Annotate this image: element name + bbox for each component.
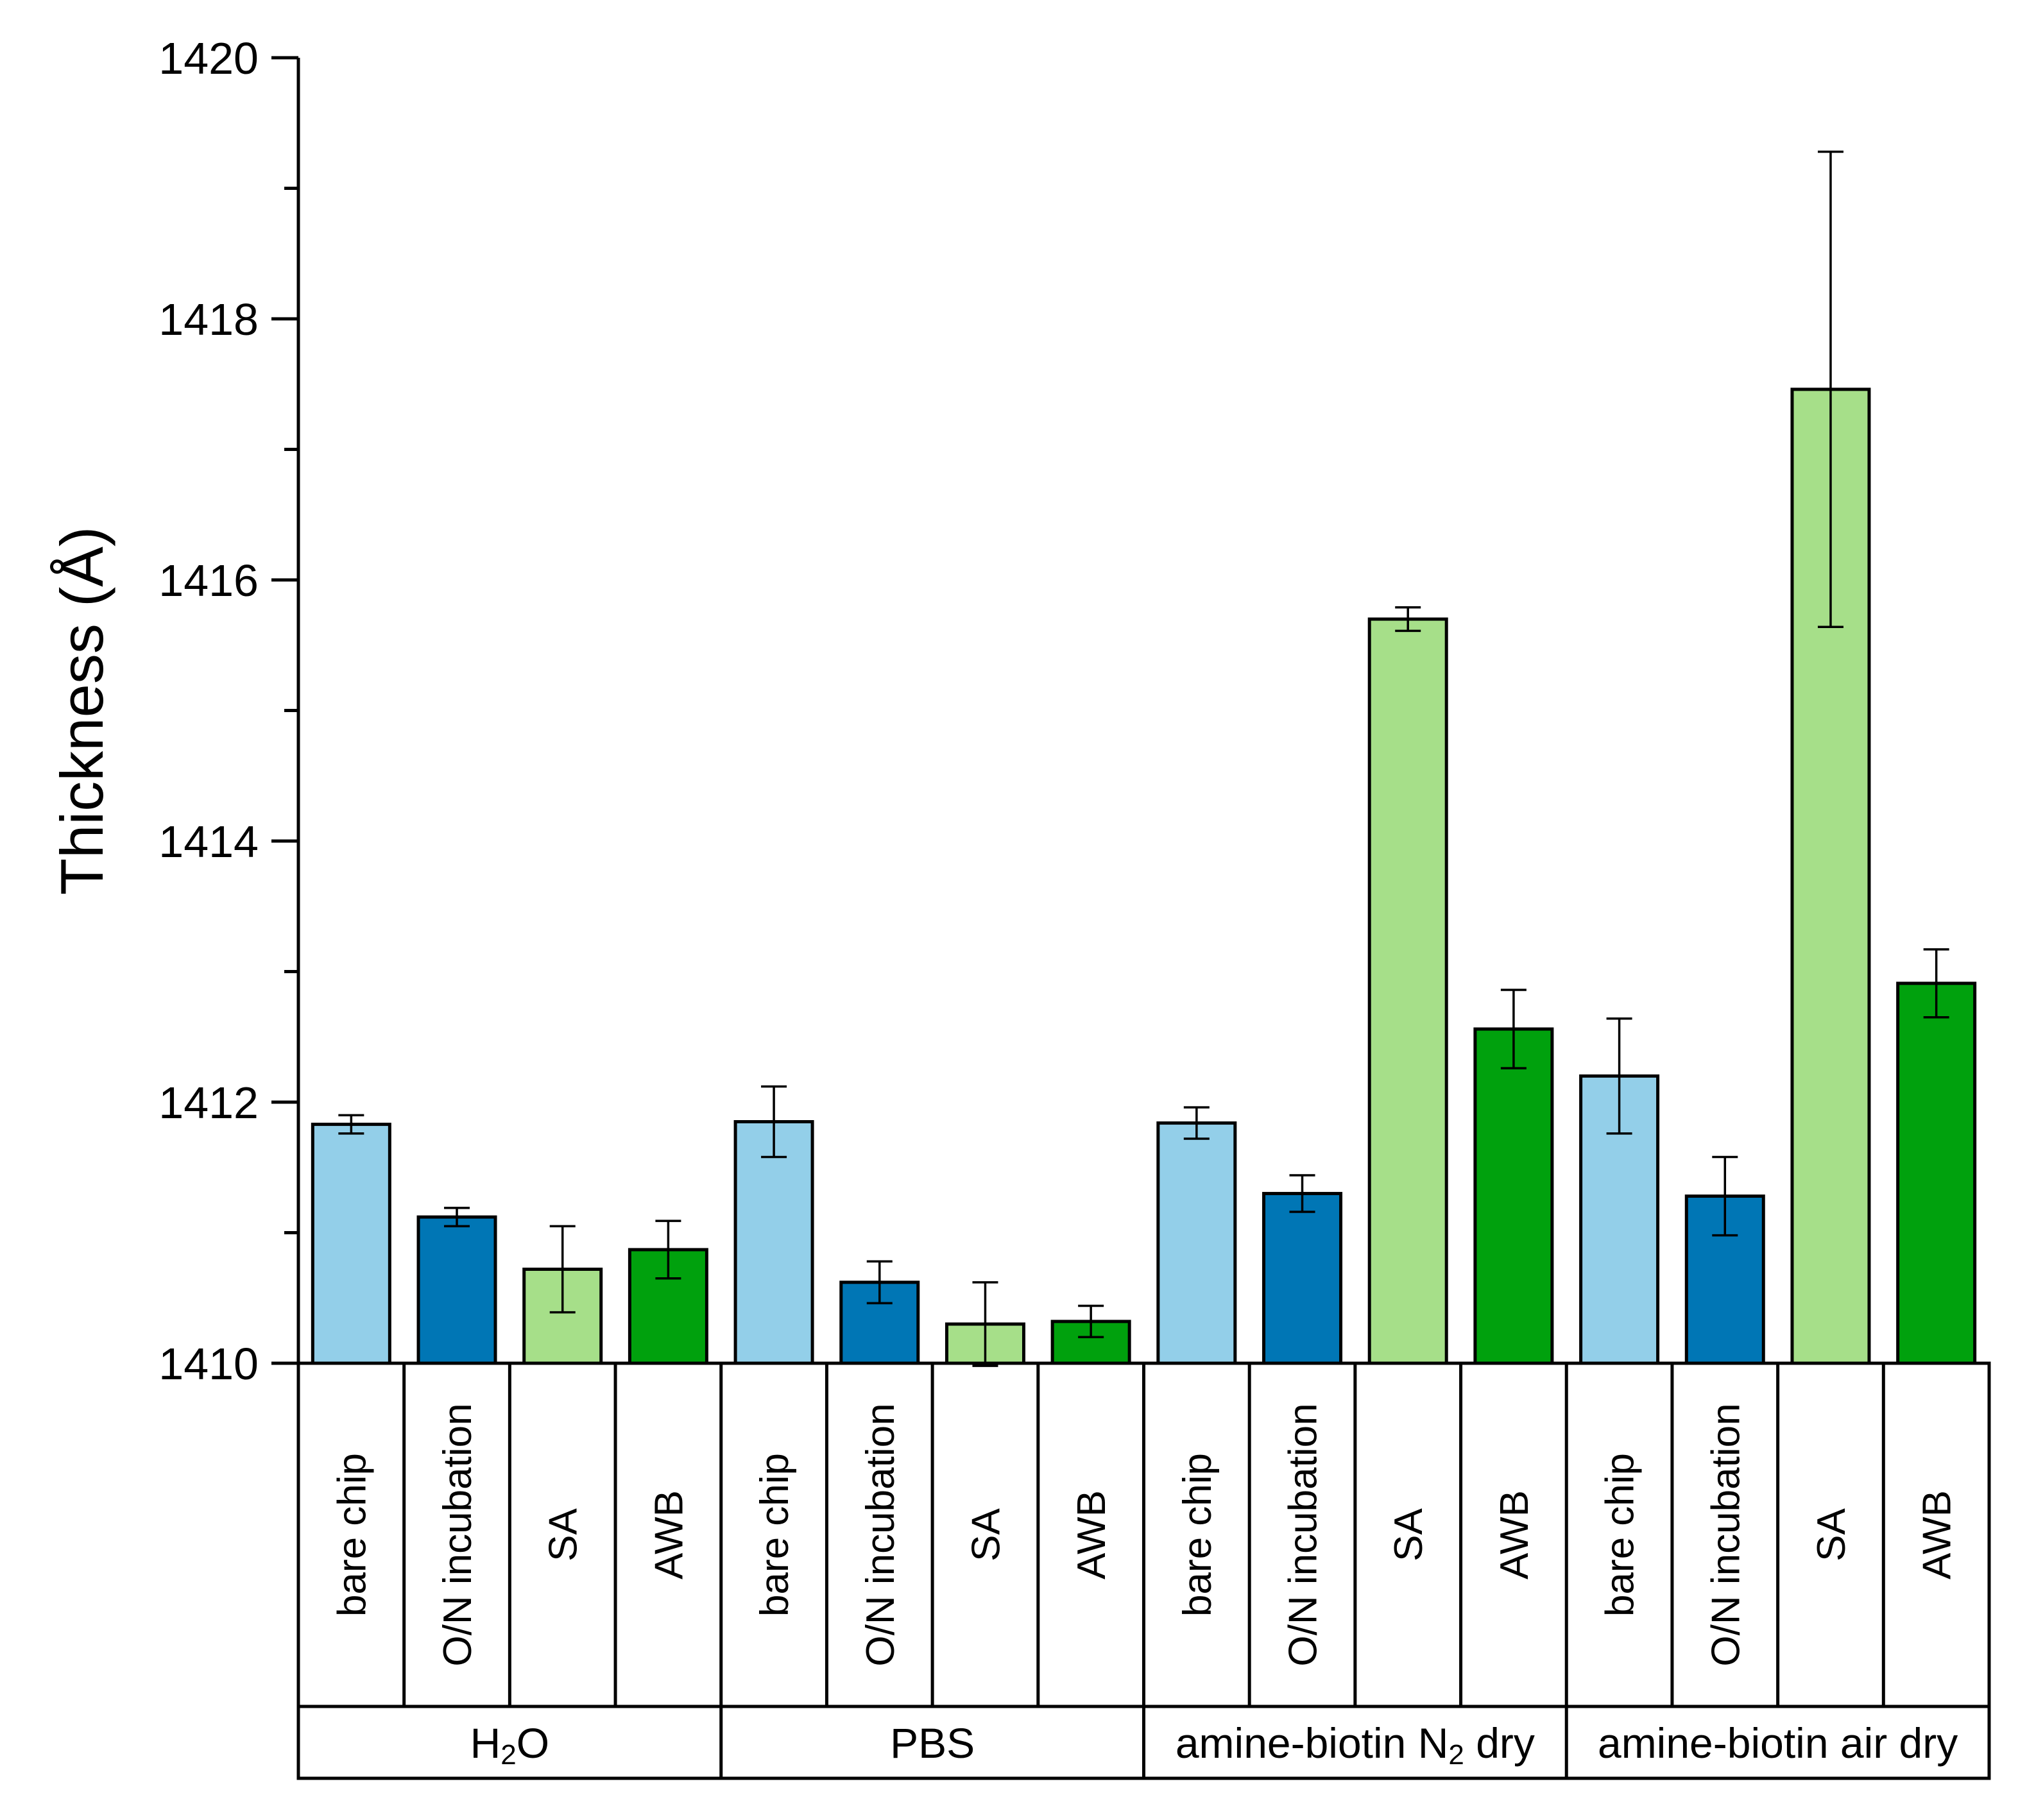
category-label: bare chip — [753, 1453, 797, 1617]
bar-h2o-o-n-incubation — [416, 1215, 497, 1365]
category-label: O/N incubation — [859, 1403, 903, 1666]
category-label: bare chip — [1598, 1453, 1643, 1617]
bar-amine-biotin-n2-dry-o-n-incubation — [1262, 1191, 1343, 1365]
group-label: PBS — [890, 1719, 975, 1767]
group-label: H2O — [470, 1719, 550, 1771]
category-label: AWB — [647, 1490, 691, 1579]
bar-amine-biotin-n2-dry-bare-chip — [1156, 1121, 1237, 1365]
category-label: bare chip — [1176, 1453, 1220, 1617]
y-axis-title: Thickness (Å) — [48, 527, 115, 896]
bar-amine-biotin-n2-dry-sa — [1367, 617, 1448, 1365]
category-label: SA — [1809, 1508, 1854, 1561]
group-label: amine-biotin N2 dry — [1176, 1719, 1535, 1771]
category-label: AWB — [1070, 1490, 1114, 1579]
y-tick-label: 1418 — [158, 294, 259, 344]
y-tick-label: 1420 — [158, 33, 259, 83]
bar-h2o-bare-chip — [311, 1123, 391, 1365]
y-tick-label: 1412 — [158, 1078, 259, 1128]
bar-amine-biotin-air-dry-awb — [1896, 982, 1977, 1365]
category-label: O/N incubation — [1281, 1403, 1326, 1666]
group-label: amine-biotin air dry — [1598, 1719, 1958, 1767]
category-label: bare chip — [330, 1453, 374, 1617]
category-label: AWB — [1915, 1490, 1960, 1579]
bar-amine-biotin-n2-dry-awb — [1473, 1027, 1554, 1365]
y-tick-label: 1416 — [158, 556, 259, 606]
y-tick-label: 1410 — [158, 1339, 259, 1389]
category-label: SA — [1387, 1508, 1431, 1561]
category-label: SA — [542, 1508, 586, 1561]
y-tick-label: 1414 — [158, 817, 259, 867]
category-label: O/N incubation — [1704, 1403, 1748, 1666]
category-label: SA — [964, 1508, 1008, 1561]
category-label: AWB — [1492, 1490, 1537, 1579]
category-label: O/N incubation — [436, 1403, 480, 1666]
